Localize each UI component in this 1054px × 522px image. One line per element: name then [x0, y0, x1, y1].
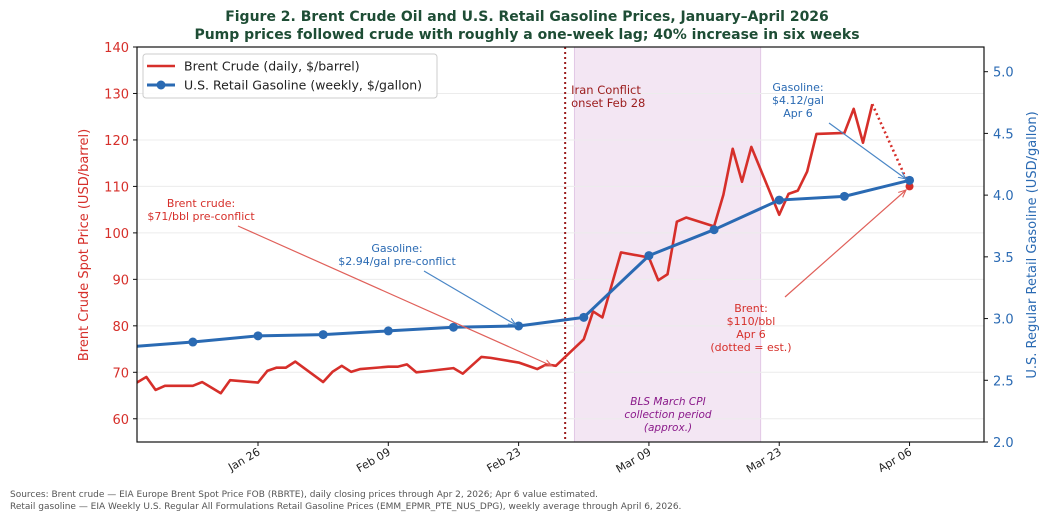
x-tick-label: Mar 23 — [744, 445, 784, 475]
y-right-tick-label: 3.0 — [993, 313, 1014, 328]
x-tick-label: Mar 09 — [614, 445, 654, 475]
annotation-arrow-brent-apr — [784, 190, 906, 298]
y-left-tick-label: 140 — [104, 41, 129, 56]
legend-gasoline-label: U.S. Retail Gasoline (weekly, $/gallon) — [184, 78, 422, 93]
gasoline-point — [774, 195, 784, 205]
y-right-tick-label: 4.0 — [993, 189, 1014, 204]
conflict-label: Iran Conflict onset Feb 28 — [571, 83, 645, 110]
shade-label-line: collection period — [624, 409, 711, 421]
y-axis-right-label: U.S. Regular Retail Gasoline (USD/gallon… — [1025, 111, 1040, 378]
conflict-label-line: Iran Conflict — [571, 83, 641, 97]
legend-box — [142, 53, 438, 99]
annotation-brent-apr-line: $110/bbl — [727, 315, 776, 328]
y-right-tick-label: 3.5 — [993, 251, 1014, 266]
gasoline-point — [709, 225, 719, 235]
y-left-tick-label: 130 — [104, 87, 129, 102]
conflict-label-line: onset Feb 28 — [571, 96, 645, 110]
chart-subtitle: Pump prices followed crude with roughly … — [194, 27, 859, 43]
gasoline-point — [644, 251, 654, 261]
annotation-gas-apr-line: $4.12/gal — [772, 94, 824, 107]
y-right-tick-label: 2.0 — [993, 436, 1014, 451]
legend: Brent Crude (daily, $/barrel) U.S. Retail… — [142, 53, 438, 99]
gasoline-point — [318, 330, 328, 340]
footer-sources-line1: Sources: Brent crude — EIA Europe Brent … — [10, 490, 598, 500]
y-left-tick-label: 60 — [112, 413, 129, 428]
brent-estimate-point — [905, 182, 914, 191]
series-group — [123, 103, 915, 395]
chart-title: Figure 2. Brent Crude Oil and U.S. Retai… — [225, 9, 829, 25]
annotation-gas-apr-line: Gasoline: — [772, 81, 823, 94]
annotation-brent-pre-line: Brent crude: — [167, 197, 235, 210]
x-tick-label: Feb 23 — [485, 445, 524, 475]
annotation-gas-apr-line: Apr 6 — [783, 107, 813, 120]
x-tick-label: Feb 09 — [354, 445, 393, 475]
shade-label: BLS March CPI collection period (approx.) — [624, 396, 711, 434]
x-tick-label: Jan 26 — [225, 445, 262, 474]
shade-label-line: BLS March CPI — [630, 396, 705, 408]
annotation-brent-apr-line: (dotted = est.) — [710, 341, 791, 354]
y-left-tick-label: 80 — [112, 320, 129, 335]
annotation-brent-apr: Brent: $110/bbl Apr 6 (dotted = est.) — [710, 302, 791, 354]
y-left-tick-label: 70 — [112, 366, 129, 381]
y-right-tick-label: 4.5 — [993, 127, 1014, 142]
annotation-brent-pre-line: $71/bbl pre-conflict — [147, 210, 255, 223]
gasoline-point — [839, 191, 849, 201]
annotation-arrow-gas-pre — [423, 270, 516, 325]
gasoline-point — [905, 175, 915, 185]
legend-gasoline-marker — [156, 80, 166, 90]
annotation-gas-apr: Gasoline: $4.12/gal Apr 6 — [772, 81, 824, 120]
y-right-tick-label: 5.0 — [993, 66, 1014, 81]
y-left-tick-label: 100 — [104, 227, 129, 242]
y-right-tick-label: 2.5 — [993, 374, 1014, 389]
cpi-collection-shade — [573, 46, 762, 443]
annotation-gas-pre: Gasoline: $2.94/gal pre-conflict — [338, 242, 456, 268]
gasoline-point — [253, 331, 263, 341]
annotation-arrow-brent-pre — [237, 225, 552, 367]
annotation-gas-pre-line: $2.94/gal pre-conflict — [338, 255, 456, 268]
brent-line — [137, 103, 874, 395]
plot-frame — [136, 46, 985, 443]
gasoline-point — [123, 342, 132, 351]
y-left-tick-label: 120 — [104, 134, 129, 149]
y-axis-left-label: Brent Crude Spot Price (USD/barrel) — [77, 129, 92, 361]
annotation-brent-apr-line: Brent: — [734, 302, 768, 315]
footer-sources-line2: Retail gasoline — EIA Weekly U.S. Regula… — [10, 502, 681, 512]
gasoline-point — [579, 312, 589, 322]
legend-brent-label: Brent Crude (daily, $/barrel) — [184, 59, 360, 74]
shade-label-line: (approx.) — [644, 422, 692, 434]
annotation-gas-pre-line: Gasoline: — [371, 242, 422, 255]
brent-estimate-dotted-line — [871, 103, 911, 187]
y-left-tick-label: 110 — [104, 180, 129, 195]
annotation-brent-pre: Brent crude: $71/bbl pre-conflict — [147, 197, 255, 223]
gasoline-point — [188, 337, 198, 347]
x-tick-label: Apr 06 — [876, 445, 914, 475]
annotation-brent-apr-line: Apr 6 — [736, 328, 766, 341]
gasoline-point — [383, 326, 393, 336]
y-left-tick-label: 90 — [112, 273, 129, 288]
annotation-arrow-gas-apr — [828, 122, 906, 179]
gasoline-point — [514, 321, 524, 331]
gasoline-point — [448, 322, 458, 332]
